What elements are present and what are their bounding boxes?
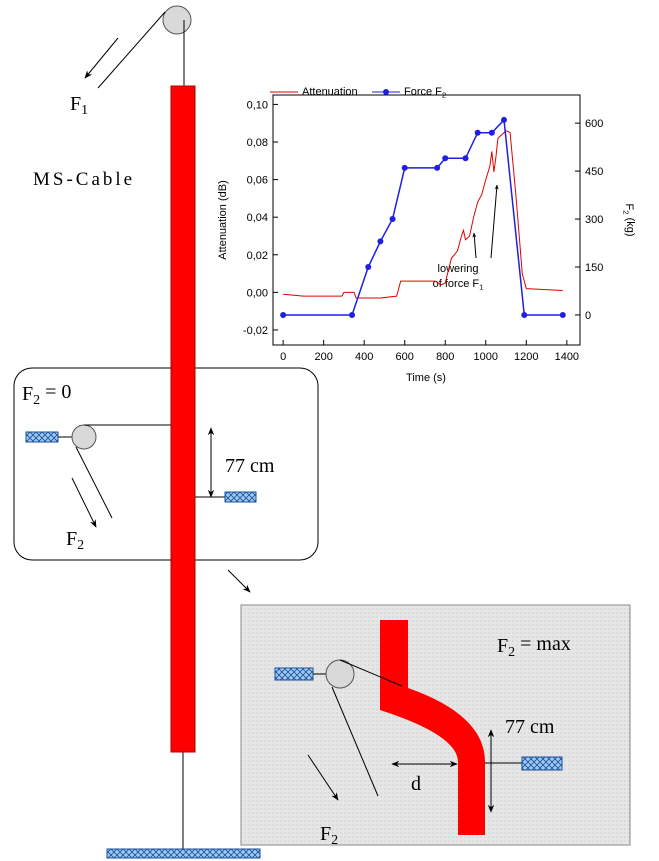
zoom-arrow (228, 570, 250, 592)
y-tick-label: -0,02 (243, 325, 268, 337)
text-part: F (66, 528, 77, 550)
chart: Time (s) Attenuation (dB) F2 (kg) loweri… (217, 86, 636, 384)
x-tick-label: 0 (280, 351, 286, 363)
deflection-label: d (411, 773, 421, 795)
distance-label: 77 cm (505, 716, 555, 738)
y-tick-label: 0,08 (247, 137, 268, 149)
anchor (275, 668, 313, 680)
series-point (442, 155, 448, 161)
y2-tick-label: 0 (585, 310, 591, 322)
series-point (402, 165, 408, 171)
text-part: 2 (508, 645, 515, 660)
x-tick-label: 800 (436, 351, 454, 363)
series-line (283, 120, 563, 315)
series-point (377, 238, 383, 244)
y-tick-label: 0,04 (247, 212, 268, 224)
legend-label: Attenuation (302, 86, 358, 98)
y2-tick-label: 150 (585, 262, 603, 274)
series-point (280, 312, 286, 318)
top-pulley (163, 6, 191, 34)
x-tick-label: 400 (355, 351, 373, 363)
series-point (463, 155, 469, 161)
force-arrow (85, 38, 118, 78)
loaded-state (241, 605, 630, 845)
y2-tick-label: 600 (585, 118, 603, 130)
x-tick-label: 1400 (555, 351, 579, 363)
x-axis-title: Time (s) (406, 372, 446, 384)
anchor (225, 492, 256, 502)
text-part: = 0 (40, 381, 71, 403)
text-part: 1 (81, 103, 88, 118)
plot-frame (273, 95, 580, 345)
y-tick-label: 0,02 (247, 250, 268, 262)
series-point (560, 312, 566, 318)
anchor (26, 432, 58, 442)
distance-label: 77 cm (225, 455, 275, 477)
y-tick-label: 0,00 (247, 287, 268, 299)
text-part: (kg) (624, 215, 636, 237)
text-part: 2 (442, 90, 446, 99)
text-part: F (70, 93, 81, 115)
text-part: 2 (331, 833, 338, 848)
y2-tick-label: 450 (585, 166, 603, 178)
figure: F1 MS-Cable F2 = 0 77 cm F2 F2 = max 77 … (0, 0, 659, 861)
series-point (349, 312, 355, 318)
y-axis-title: Attenuation (dB) (217, 180, 229, 260)
series-point (390, 216, 396, 222)
y-tick-label: 0,10 (247, 99, 268, 111)
text-part: = max (515, 633, 571, 655)
y-tick-label: 0,06 (247, 175, 268, 187)
y2-tick-label: 300 (585, 214, 603, 226)
series-line (283, 131, 563, 298)
text-part: lowering (438, 263, 479, 275)
series-point (475, 130, 481, 136)
legend-label: Force F2 (404, 86, 446, 99)
text-part: F (22, 383, 33, 405)
series-point (521, 312, 527, 318)
x-tick-label: 1200 (514, 351, 538, 363)
x-tick-label: 200 (314, 351, 332, 363)
cable (171, 86, 195, 752)
series-point (434, 165, 440, 171)
legend-marker (383, 89, 389, 95)
series-point (501, 117, 507, 123)
text-part: F (497, 635, 508, 657)
x-tick-label: 1000 (474, 351, 498, 363)
annotation-arrow (491, 185, 497, 258)
text-part: 1 (479, 282, 483, 291)
text-part: Force F (404, 86, 442, 98)
series-point (365, 264, 371, 270)
text-part: Attenuation (302, 86, 358, 98)
force-label: F1 (70, 93, 88, 118)
cable-label: MS-Cable (33, 169, 135, 190)
text-part: F (320, 823, 331, 845)
anchor (107, 849, 260, 858)
y2-axis-title: F2 (kg) (622, 203, 636, 236)
text-part: 2 (33, 393, 40, 408)
annotation-arrow (474, 233, 476, 258)
series-point (489, 130, 495, 136)
text-part: 2 (77, 538, 84, 553)
x-tick-label: 600 (396, 351, 414, 363)
anchor (522, 757, 562, 770)
pulley (72, 425, 96, 449)
annotation: lowering (438, 263, 479, 275)
